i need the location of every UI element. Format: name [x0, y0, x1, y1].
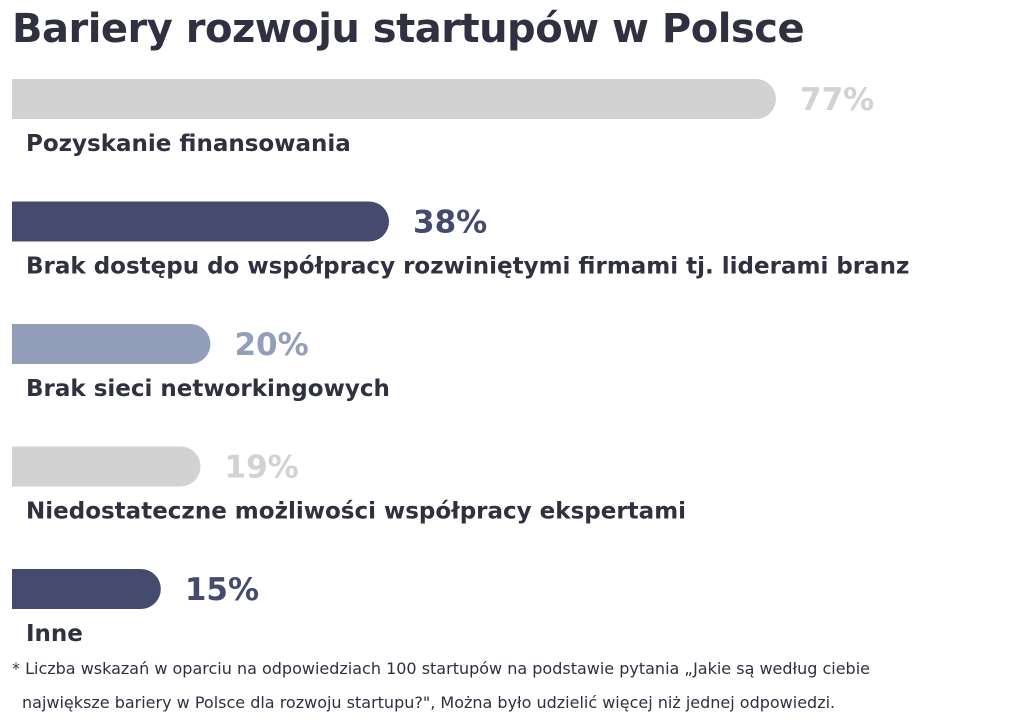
chart-title: Bariery rozwoju startupów w Polsce — [12, 6, 805, 52]
bar-left-edge — [12, 324, 32, 364]
bar — [12, 569, 161, 609]
bar-value-label: 19% — [225, 450, 299, 486]
bar-category-label: Brak dostępu do współpracy rozwiniętymi … — [26, 254, 909, 280]
bar-left-edge — [12, 201, 32, 242]
bar-group: 77% Pozyskanie finansowania — [12, 79, 874, 157]
footnote: * Liczba wskazań w oparciu na odpowiedzi… — [12, 652, 1017, 720]
bar-category-label: Niedostateczne możliwości współpracy eks… — [26, 499, 686, 525]
bar-group: 15% Inne — [12, 569, 259, 647]
footnote-line-2: największe bariery w Polsce dla rozwoju … — [22, 693, 836, 712]
bar-left-edge — [12, 569, 32, 609]
bar-category-label: Pozyskanie finansowania — [26, 131, 351, 157]
bar-group: 20% Brak sieci networkingowych — [12, 324, 390, 402]
bar-category-label: Brak sieci networkingowych — [26, 376, 390, 402]
footnote-line-1: * Liczba wskazań w oparciu na odpowiedzi… — [12, 659, 870, 678]
bar-group: 38% Brak dostępu do współpracy rozwinięty… — [12, 201, 909, 280]
bar-left-edge — [12, 79, 32, 119]
bar-value-label: 15% — [185, 572, 259, 608]
bar-value-label: 20% — [234, 327, 308, 363]
bar — [12, 201, 390, 242]
bar-value-label: 77% — [800, 82, 874, 118]
bar — [12, 324, 211, 364]
bar — [12, 79, 776, 119]
bar-category-label: Inne — [26, 621, 83, 647]
bar-left-edge — [12, 446, 32, 487]
bar-value-label: 38% — [413, 205, 487, 241]
bar — [12, 446, 201, 487]
bar-group: 19% Niedostateczne możliwości współpracy … — [12, 446, 686, 525]
